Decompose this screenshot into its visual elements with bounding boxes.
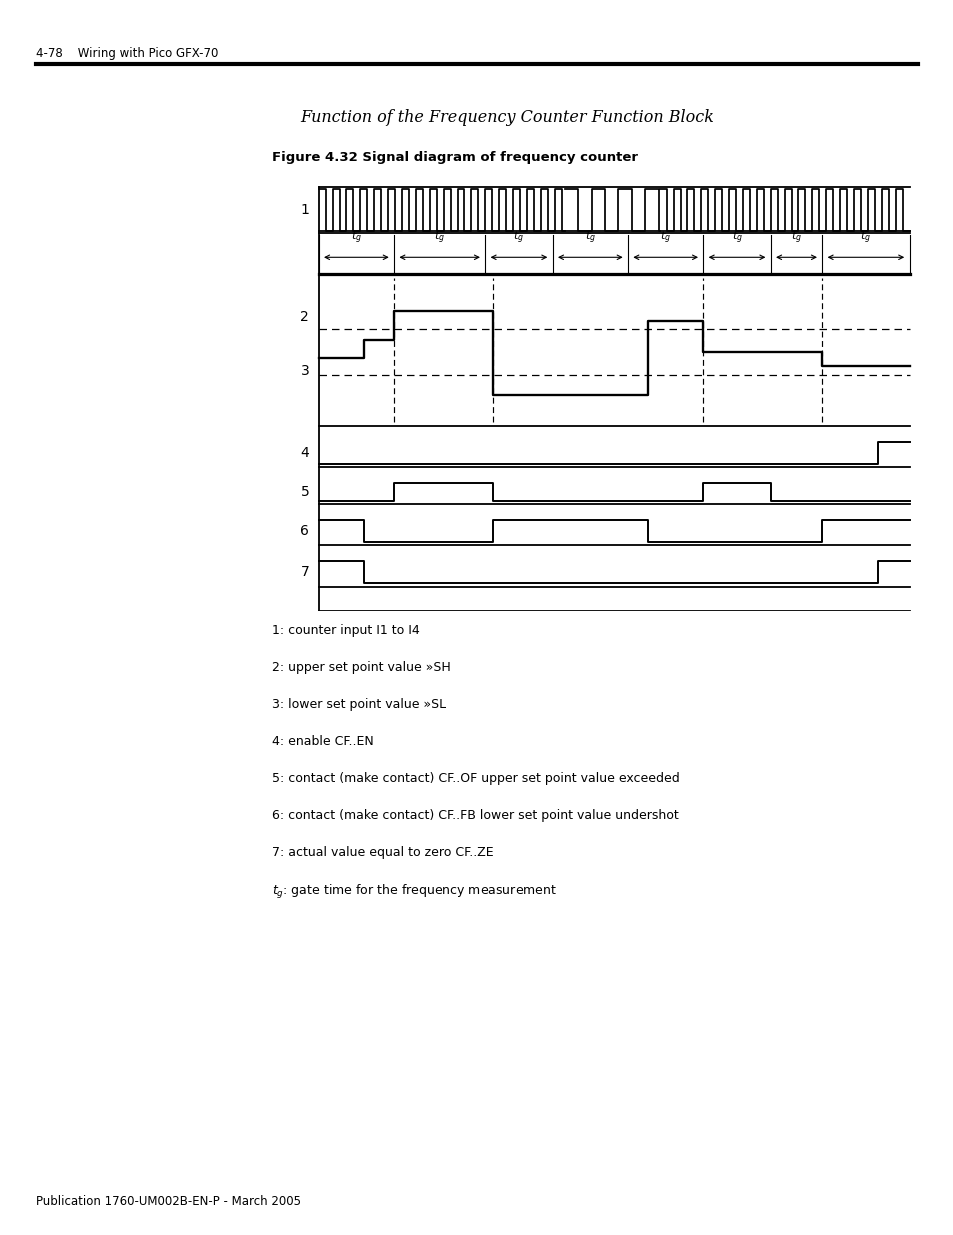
Text: 1: 1 xyxy=(300,203,309,217)
Text: 1: counter input I1 to I4: 1: counter input I1 to I4 xyxy=(272,624,419,637)
Text: 7: 7 xyxy=(300,566,309,579)
Text: 3: lower set point value »SL: 3: lower set point value »SL xyxy=(272,698,446,711)
Text: 4-78    Wiring with Pico GFX-70: 4-78 Wiring with Pico GFX-70 xyxy=(36,47,218,59)
Text: 6: 6 xyxy=(300,524,309,538)
Text: 5: contact (make contact) CF..OF upper set point value exceeded: 5: contact (make contact) CF..OF upper s… xyxy=(272,772,679,785)
Text: $t_g$: $t_g$ xyxy=(513,230,524,246)
Text: 2: upper set point value »SH: 2: upper set point value »SH xyxy=(272,661,450,674)
Text: $t_g$: $t_g$ xyxy=(659,230,671,246)
Text: $t_g$: $t_g$ xyxy=(860,230,870,246)
Text: $t_g$: gate time for the frequency measurement: $t_g$: gate time for the frequency measu… xyxy=(272,883,557,902)
Text: 5: 5 xyxy=(300,485,309,499)
Text: $t_g$: $t_g$ xyxy=(790,230,801,246)
Text: 6: contact (make contact) CF..FB lower set point value undershot: 6: contact (make contact) CF..FB lower s… xyxy=(272,809,678,823)
Text: 7: actual value equal to zero CF..ZE: 7: actual value equal to zero CF..ZE xyxy=(272,846,493,860)
Text: Publication 1760-UM002B-EN-P - March 2005: Publication 1760-UM002B-EN-P - March 200… xyxy=(36,1194,301,1208)
Text: 2: 2 xyxy=(300,310,309,324)
Text: 4: 4 xyxy=(300,446,309,459)
Text: Figure 4.32 Signal diagram of frequency counter: Figure 4.32 Signal diagram of frequency … xyxy=(272,151,638,164)
Text: 4: enable CF..EN: 4: enable CF..EN xyxy=(272,735,374,748)
Text: $t_g$: $t_g$ xyxy=(351,230,361,246)
Text: 3: 3 xyxy=(300,363,309,378)
Text: Function of the Frequency Counter Function Block: Function of the Frequency Counter Functi… xyxy=(300,109,714,126)
Text: $t_g$: $t_g$ xyxy=(731,230,741,246)
Text: $t_g$: $t_g$ xyxy=(584,230,596,246)
Text: $t_g$: $t_g$ xyxy=(434,230,445,246)
